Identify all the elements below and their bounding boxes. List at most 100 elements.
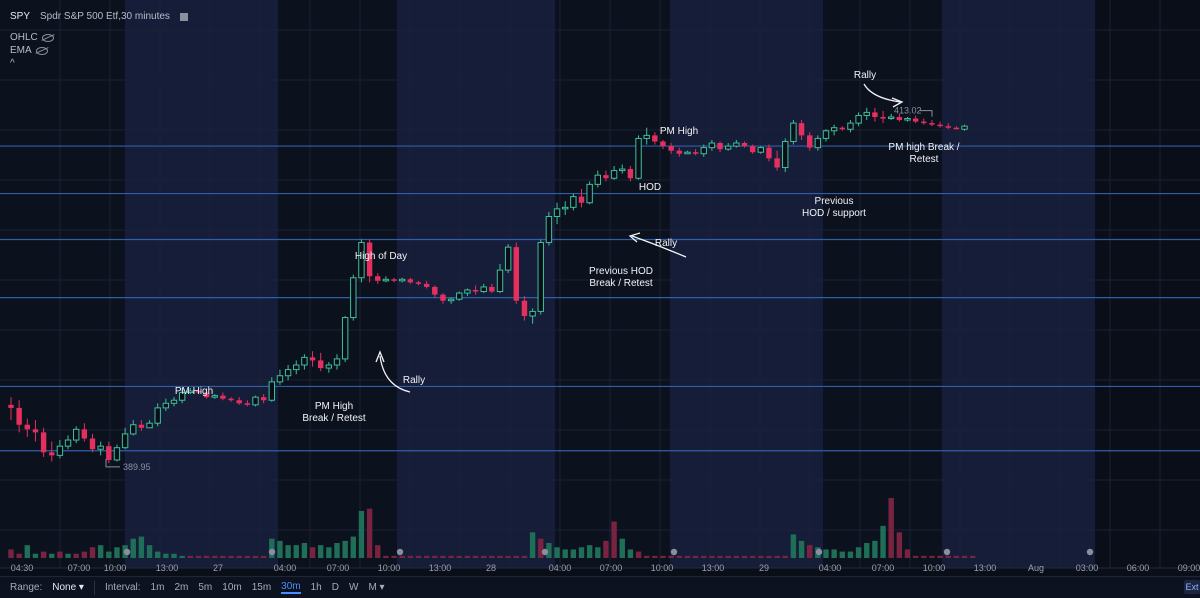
volume-bar — [505, 555, 511, 558]
interval-2m[interactable]: 2m — [174, 582, 189, 593]
x-tick-label: 04:00 — [274, 563, 297, 573]
x-tick-label: 04:30 — [11, 563, 34, 573]
candle-body — [187, 390, 194, 394]
volume-bar — [163, 553, 169, 558]
candle-body — [635, 137, 642, 179]
volume-bar — [749, 555, 756, 558]
volume-bar — [595, 547, 601, 558]
interval-1m[interactable]: 1m — [150, 582, 165, 593]
interval-5m[interactable]: 5m — [198, 582, 213, 593]
volume-bar — [880, 525, 886, 558]
candle-body — [855, 114, 862, 124]
session-band — [555, 0, 670, 568]
bottom-toolbar: Range: None ▾ Interval: 1m 2m 5m 10m 15m… — [0, 576, 1200, 598]
candle-body — [872, 112, 878, 117]
candle-body — [24, 424, 30, 430]
candle-body — [888, 116, 895, 120]
x-tick-label: 13:00 — [156, 563, 179, 573]
candle-body — [489, 286, 495, 292]
volume-bar — [798, 540, 805, 558]
volume-bar — [855, 547, 862, 558]
candle-body — [643, 134, 650, 139]
candle-body — [961, 125, 968, 130]
volume-bar — [171, 553, 177, 558]
candle-body — [252, 396, 259, 406]
interval-1h[interactable]: 1h — [310, 582, 322, 593]
volume-bar — [635, 551, 642, 558]
volume-bar — [358, 510, 365, 558]
volume-bar — [130, 538, 136, 558]
interval-30m[interactable]: 30m — [281, 581, 301, 594]
candle-body — [56, 445, 64, 456]
volume-bar — [839, 551, 845, 558]
candle-body — [447, 298, 455, 302]
volume-bar — [448, 555, 454, 558]
hide-eye-icon[interactable] — [35, 46, 48, 55]
volume-bar — [114, 547, 120, 558]
calendar-icon[interactable] — [179, 12, 188, 21]
candle-body — [921, 121, 927, 124]
candle-body — [73, 428, 80, 441]
session-band — [942, 0, 1095, 568]
volume-bar — [921, 555, 927, 558]
candle-body — [8, 404, 14, 408]
chart-legend: SPY Spdr S&P 500 Etf,30 minutes OHLC EMA … — [10, 10, 188, 70]
rally-arrow — [631, 235, 687, 258]
hide-eye-icon[interactable] — [41, 33, 54, 42]
candle-body — [154, 407, 161, 424]
x-tick-label: 13:00 — [429, 563, 452, 573]
legend-collapse[interactable]: ^ — [10, 58, 15, 69]
candle-body — [49, 452, 55, 456]
candle-body — [456, 292, 463, 300]
x-tick-label: 10:00 — [104, 563, 127, 573]
rally-arrowhead — [628, 232, 641, 243]
candle-body — [733, 142, 740, 147]
extended-hours-button[interactable]: Ext — [1184, 580, 1200, 594]
volume-bar — [81, 551, 88, 558]
annotation-label: Previous — [815, 196, 854, 207]
interval-w[interactable]: W — [348, 582, 359, 593]
volume-bar — [40, 551, 47, 558]
range-select[interactable]: None ▾ — [52, 582, 84, 593]
volume-bar — [538, 538, 544, 558]
interval-10m[interactable]: 10m — [222, 582, 242, 593]
candle-body — [236, 400, 242, 404]
annotation-label: High of Day — [355, 251, 407, 262]
candle-body — [97, 445, 104, 450]
moon-icon — [670, 548, 678, 556]
candle-body — [945, 126, 951, 128]
interval-d[interactable]: D — [331, 582, 339, 593]
volume-bar — [937, 555, 943, 558]
x-tick-label: 09:00 — [1178, 563, 1200, 573]
candle-body — [81, 429, 88, 439]
annotation-label: HOD / support — [802, 208, 866, 219]
candle-body — [220, 395, 226, 399]
candle-body — [692, 152, 699, 154]
annotation-label: PM high Break / — [888, 142, 959, 153]
candle-body — [415, 282, 422, 284]
volume-bar — [652, 555, 658, 558]
session-band — [125, 0, 278, 568]
candle-body — [807, 135, 813, 148]
candle-body — [529, 310, 536, 317]
volume-bar — [269, 538, 275, 558]
interval-m[interactable]: M ▾ — [368, 582, 385, 593]
volume-bar — [717, 555, 723, 558]
candle-body — [178, 392, 186, 401]
volume-bar — [668, 555, 674, 558]
high-price-label: 413.02 — [894, 106, 922, 116]
x-tick-label: 07:00 — [68, 563, 91, 573]
legend-ohlc[interactable]: OHLC — [10, 32, 38, 43]
candle-body — [309, 357, 316, 361]
interval-15m[interactable]: 15m — [251, 582, 272, 593]
volume-bar — [627, 549, 634, 558]
candle-body — [89, 438, 96, 450]
legend-ema[interactable]: EMA — [10, 45, 32, 56]
candle-body — [896, 116, 903, 121]
x-tick-label: 04:00 — [819, 563, 842, 573]
candle-body — [830, 127, 838, 132]
volume-bar — [644, 555, 650, 558]
volume-bar — [49, 553, 55, 558]
volume-bar — [929, 555, 935, 558]
